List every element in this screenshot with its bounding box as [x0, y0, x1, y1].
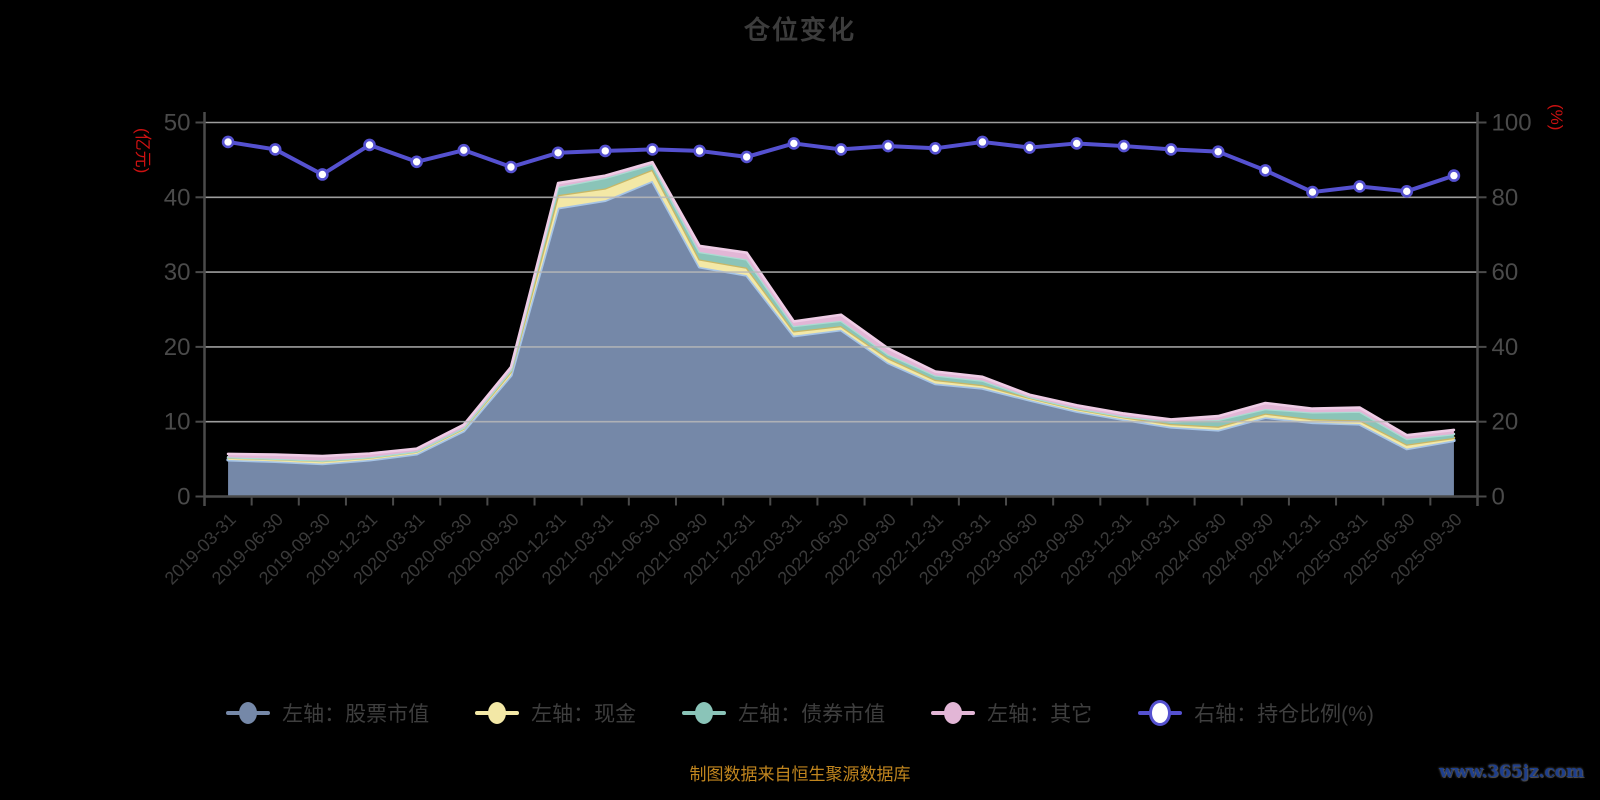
ratio-point[interactable] — [787, 137, 801, 150]
legend-label-ratio: 右轴：持仓比例(%) — [1194, 703, 1374, 726]
ratio-point[interactable] — [598, 144, 612, 158]
ratio-point[interactable] — [928, 142, 942, 155]
right-axis-tick-label: 100 — [1492, 110, 1532, 137]
ratio-point[interactable] — [976, 135, 989, 149]
right-axis-tick-label: 40 — [1492, 334, 1519, 361]
legend-label-cash: 左轴：现金 — [531, 703, 637, 726]
legend-label-other: 左轴：其它 — [987, 703, 1093, 726]
ratio-point[interactable] — [457, 143, 471, 157]
ratio-point[interactable] — [551, 146, 565, 160]
legend-marker-ratio-icon — [1138, 700, 1183, 726]
right-axis-tick-label: 80 — [1492, 184, 1519, 211]
ratio-point[interactable] — [1117, 139, 1131, 153]
ratio-point[interactable] — [1353, 180, 1366, 193]
ratio-point[interactable] — [1259, 164, 1272, 177]
ratio-point[interactable] — [881, 139, 895, 153]
legend-item-stock[interactable]: 左轴：股票市值 — [226, 698, 429, 728]
legend-item-other[interactable]: 左轴：其它 — [931, 698, 1092, 728]
right-axis-tick-label: 0 — [1492, 484, 1505, 511]
left-axis-tick-label: 20 — [164, 334, 191, 361]
ratio-point[interactable] — [221, 135, 235, 149]
data-source-note: 制图数据来自恒生聚源数据库 — [689, 765, 911, 784]
ratio-point[interactable] — [693, 144, 706, 158]
left-axis-tick-label: 50 — [164, 110, 191, 137]
chart-title: 仓位变化 — [743, 15, 856, 45]
ratio-point[interactable] — [504, 160, 518, 174]
legend-item-ratio[interactable]: 右轴：持仓比例(%) — [1138, 698, 1374, 728]
ratio-point[interactable] — [1164, 143, 1178, 156]
legend-item-cash[interactable]: 左轴：现金 — [475, 698, 636, 728]
ratio-point[interactable] — [1211, 145, 1225, 158]
watermark: www.365jz.com — [1439, 762, 1584, 782]
right-axis-name: (%) — [1547, 104, 1566, 130]
left-axis-tick-label: 0 — [177, 484, 190, 511]
ratio-point[interactable] — [1023, 141, 1036, 154]
left-axis-name: (亿元) — [133, 128, 152, 173]
legend-label-stock: 左轴：股票市值 — [282, 703, 430, 726]
ratio-point[interactable] — [1447, 169, 1461, 182]
right-axis-tick-label: 20 — [1492, 409, 1519, 436]
legend-label-bond: 左轴：债券市值 — [738, 703, 886, 726]
ratio-point[interactable] — [268, 143, 282, 156]
ratio-point[interactable] — [1400, 185, 1414, 198]
legend-item-bond[interactable]: 左轴：债券市值 — [682, 698, 885, 728]
ratio-point[interactable] — [316, 168, 329, 181]
ratio-point[interactable] — [1070, 137, 1084, 150]
right-axis-tick-label: 60 — [1492, 259, 1519, 286]
legend-marker-cash-icon — [475, 700, 520, 726]
legend: 左轴：股票市值 左轴：现金 左轴：债券市值 左轴：其它 右轴：持仓比例(%) — [0, 698, 1600, 728]
left-axis-tick-label: 30 — [164, 259, 191, 286]
legend-marker-bond-icon — [682, 700, 727, 726]
legend-marker-stock-icon — [226, 700, 271, 726]
ratio-point[interactable] — [646, 143, 659, 156]
ratio-point[interactable] — [363, 138, 376, 152]
ratio-point[interactable] — [1306, 185, 1319, 199]
ratio-point[interactable] — [410, 155, 423, 169]
legend-marker-other-icon — [931, 700, 976, 726]
area-stock — [228, 180, 1454, 497]
ratio-point[interactable] — [834, 143, 848, 156]
area-edge-other — [226, 160, 1456, 458]
left-axis-tick-label: 40 — [164, 184, 191, 211]
ratio-point[interactable] — [740, 150, 754, 164]
left-axis-tick-label: 10 — [164, 409, 191, 436]
